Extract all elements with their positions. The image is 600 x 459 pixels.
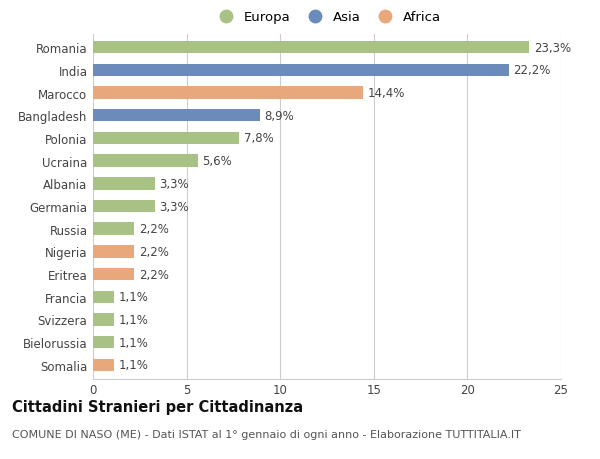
Bar bbox=[93, 178, 155, 190]
Bar bbox=[93, 42, 529, 54]
Bar bbox=[93, 64, 509, 77]
Text: 1,1%: 1,1% bbox=[118, 313, 148, 326]
Bar bbox=[93, 87, 362, 100]
Bar bbox=[93, 110, 260, 122]
Bar bbox=[93, 132, 239, 145]
Bar bbox=[93, 336, 113, 349]
Text: Cittadini Stranieri per Cittadinanza: Cittadini Stranieri per Cittadinanza bbox=[12, 399, 303, 414]
Text: 3,3%: 3,3% bbox=[160, 200, 189, 213]
Text: 1,1%: 1,1% bbox=[118, 358, 148, 372]
Bar bbox=[93, 313, 113, 326]
Text: 3,3%: 3,3% bbox=[160, 178, 189, 190]
Text: 2,2%: 2,2% bbox=[139, 246, 169, 258]
Bar bbox=[93, 200, 155, 213]
Text: 2,2%: 2,2% bbox=[139, 223, 169, 235]
Bar bbox=[93, 155, 198, 168]
Bar bbox=[93, 246, 134, 258]
Text: 7,8%: 7,8% bbox=[244, 132, 274, 145]
Text: 2,2%: 2,2% bbox=[139, 268, 169, 281]
Text: 8,9%: 8,9% bbox=[264, 110, 294, 123]
Legend: Europa, Asia, Africa: Europa, Asia, Africa bbox=[212, 11, 442, 24]
Text: 1,1%: 1,1% bbox=[118, 336, 148, 349]
Text: COMUNE DI NASO (ME) - Dati ISTAT al 1° gennaio di ogni anno - Elaborazione TUTTI: COMUNE DI NASO (ME) - Dati ISTAT al 1° g… bbox=[12, 429, 521, 439]
Bar bbox=[93, 268, 134, 281]
Bar bbox=[93, 223, 134, 235]
Text: 22,2%: 22,2% bbox=[513, 64, 551, 77]
Text: 1,1%: 1,1% bbox=[118, 291, 148, 303]
Text: 23,3%: 23,3% bbox=[534, 41, 571, 55]
Bar bbox=[93, 359, 113, 371]
Text: 14,4%: 14,4% bbox=[367, 87, 404, 100]
Bar bbox=[93, 291, 113, 303]
Text: 5,6%: 5,6% bbox=[203, 155, 232, 168]
